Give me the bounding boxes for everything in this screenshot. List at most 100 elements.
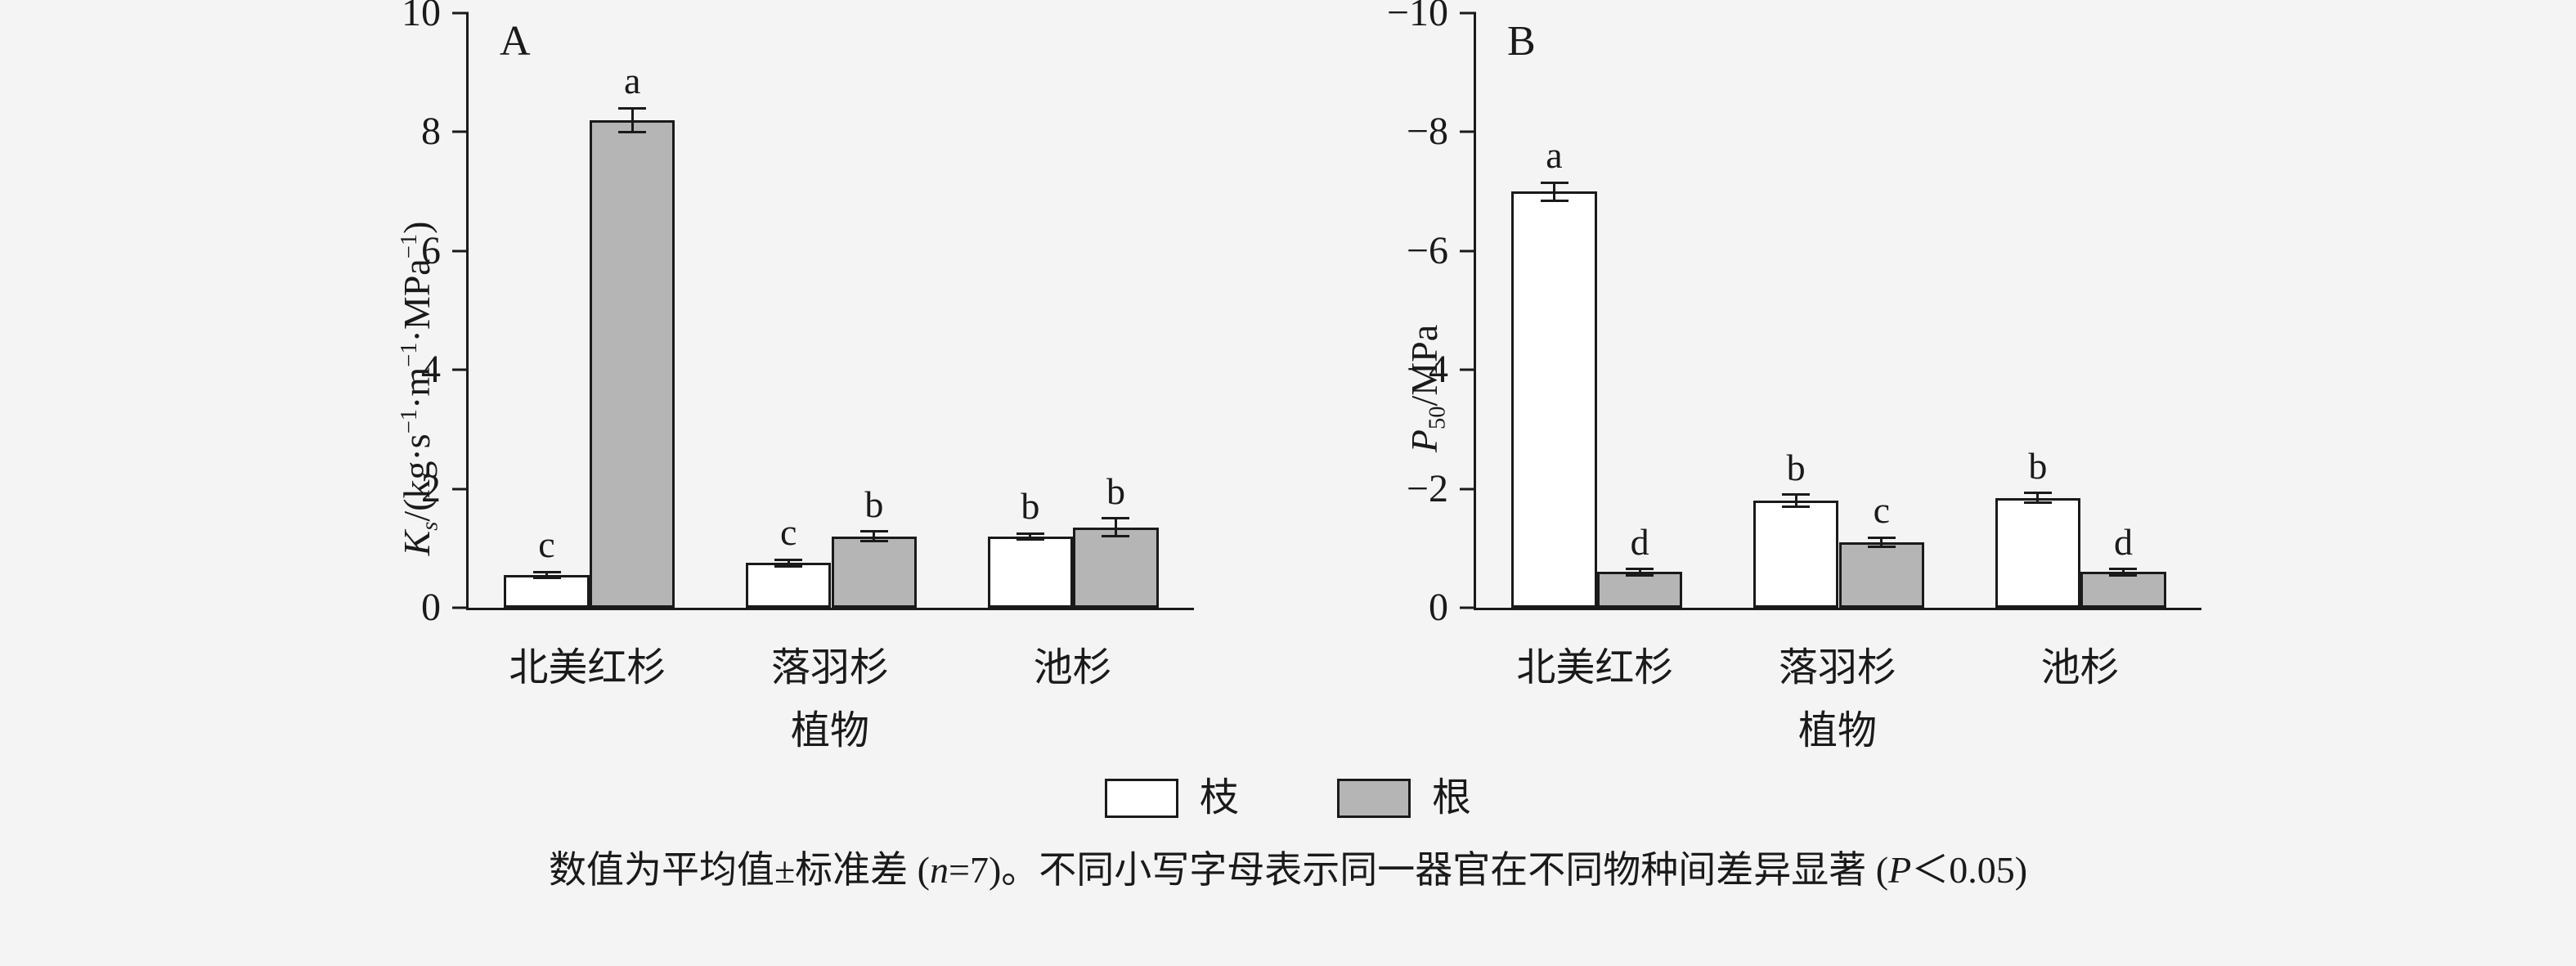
y-tick-mark [1460, 606, 1476, 609]
x-category-label: 北美红杉 [1516, 646, 1674, 690]
error-bar-cap-top [2109, 568, 2138, 571]
error-bar-cap-top [1782, 493, 1811, 496]
error-bar [631, 108, 634, 133]
bar-root [1596, 572, 1683, 608]
plot-area-b: B 0 −2 −4 −6 −8 −10 a b b d c d [1387, 0, 2201, 627]
significance-letter: b [1021, 485, 1040, 528]
error-bar-cap-bottom [1016, 537, 1044, 541]
error-bar-cap-top [859, 530, 888, 533]
y-tick-mark [1460, 368, 1476, 371]
text-part: P [1402, 429, 1445, 453]
bar-branch [987, 536, 1074, 608]
error-bar-cap-top [532, 570, 561, 573]
y-tick-label: −4 [1406, 348, 1448, 392]
error-bar-cap-top [1867, 536, 1896, 539]
significance-letter: b [1106, 470, 1125, 512]
error-bar-cap-bottom [1782, 505, 1811, 508]
y-tick-mark [452, 130, 469, 133]
error-bar-cap-bottom [2023, 501, 2052, 504]
y-tick-mark [452, 606, 469, 609]
bar-root [831, 536, 918, 608]
plot-area-a: A 0 2 4 6 8 10 c c b a b b [402, 0, 1194, 627]
legend-item-branch: 枝 [1104, 776, 1239, 820]
y-tick-mark [1460, 11, 1476, 15]
y-tick-mark [452, 249, 469, 253]
error-bar-cap-bottom [859, 540, 888, 543]
error-bar-cap-bottom [1102, 535, 1130, 538]
significance-letter: c [779, 511, 797, 554]
text-part: s [417, 521, 443, 531]
bar-branch [1511, 191, 1597, 608]
y-tick-mark [1460, 249, 1476, 253]
bar-root [1073, 527, 1159, 608]
error-bar [2036, 492, 2040, 503]
legend-swatch-root [1337, 779, 1411, 818]
bar-branch [745, 563, 832, 608]
significance-letter: b [1786, 446, 1806, 488]
y-tick-label: 8 [421, 110, 441, 154]
text-part: −1 [397, 233, 423, 259]
y-tick-mark [452, 11, 469, 15]
text-part: −1 [397, 408, 423, 434]
x-axis-title-a: 植物 [790, 709, 869, 753]
text-part: −1 [397, 342, 423, 367]
y-tick-label: 2 [421, 466, 441, 510]
error-bar [2121, 568, 2125, 576]
y-tick-mark [1460, 130, 1476, 133]
y-tick-label: 10 [402, 0, 441, 34]
error-bar-cap-top [618, 106, 647, 110]
error-bar [1553, 182, 1555, 201]
y-axis-label-column-a: Ks/(kg·s−1·m−1·MPa−1) [375, 13, 466, 764]
x-category-label: 落羽杉 [770, 646, 890, 690]
significance-letter: a [623, 60, 641, 102]
y-tick-mark [1460, 487, 1476, 491]
bar-branch [1995, 497, 2081, 608]
significance-letter: b [2028, 444, 2048, 487]
bar-branch [504, 575, 590, 608]
error-bar-cap-top [774, 558, 803, 561]
y-tick-label: 6 [421, 228, 441, 272]
y-tick-mark [452, 368, 469, 371]
text-part: ＜0.05) [1911, 849, 2028, 891]
significance-letter: c [538, 523, 555, 566]
bar-root [1838, 542, 1925, 608]
error-bar [1638, 568, 1641, 576]
y-tick-label: 4 [421, 348, 441, 392]
x-category-label: 落羽杉 [1778, 646, 1897, 690]
error-bar-cap-bottom [618, 130, 647, 133]
charts-row: Ks/(kg·s−1·m−1·MPa−1) A 0 2 4 6 8 10 c c b a b b 北美… [0, 0, 2576, 764]
y-tick-mark [452, 487, 469, 491]
legend-label-branch: 枝 [1199, 776, 1239, 820]
x-category-labels-b: 北美红杉 落羽杉 池杉 [1474, 610, 2201, 690]
bar-root [589, 119, 675, 608]
text-part: n [930, 849, 949, 891]
text-part: =7)。不同小写字母表示同一器官在不同物种间差异显著 ( [949, 849, 1889, 891]
bar-root [2080, 572, 2166, 608]
y-tick-label: −10 [1386, 0, 1448, 34]
text-part: 数值为平均值±标准差 ( [548, 849, 931, 891]
chart-panel-b: P50/MPa B 0 −2 −4 −6 −8 −10 a b b d c d 北美红杉 落羽杉 池杉 植… [1382, 0, 2201, 764]
text-part: K [395, 530, 438, 556]
significance-letter: b [864, 483, 884, 525]
y-tick-label: −2 [1406, 466, 1448, 510]
significance-letter: c [1873, 489, 1891, 532]
y-tick-label: 0 [421, 586, 441, 629]
x-axis-title-b: 植物 [1797, 709, 1877, 753]
error-bar-cap-top [1626, 568, 1654, 571]
chart-panel-a: Ks/(kg·s−1·m−1·MPa−1) A 0 2 4 6 8 10 c c b a b b 北美… [375, 0, 1194, 764]
panel-label-a: A [500, 18, 531, 65]
error-bar-cap-bottom [1540, 199, 1568, 202]
y-tick-label: −8 [1406, 110, 1448, 154]
error-bar-cap-top [2023, 492, 2052, 495]
error-bar [545, 572, 548, 578]
error-bar [1880, 537, 1883, 547]
significance-letter: a [1546, 134, 1563, 177]
bar-branch [1752, 501, 1839, 608]
x-category-label: 北美红杉 [509, 646, 666, 690]
y-tick-label: −6 [1406, 228, 1448, 272]
error-bar-cap-bottom [1626, 573, 1654, 577]
error-bar-cap-top [1016, 532, 1044, 535]
panel-label-b: B [1507, 18, 1536, 65]
error-bar-cap-bottom [1867, 546, 1896, 549]
